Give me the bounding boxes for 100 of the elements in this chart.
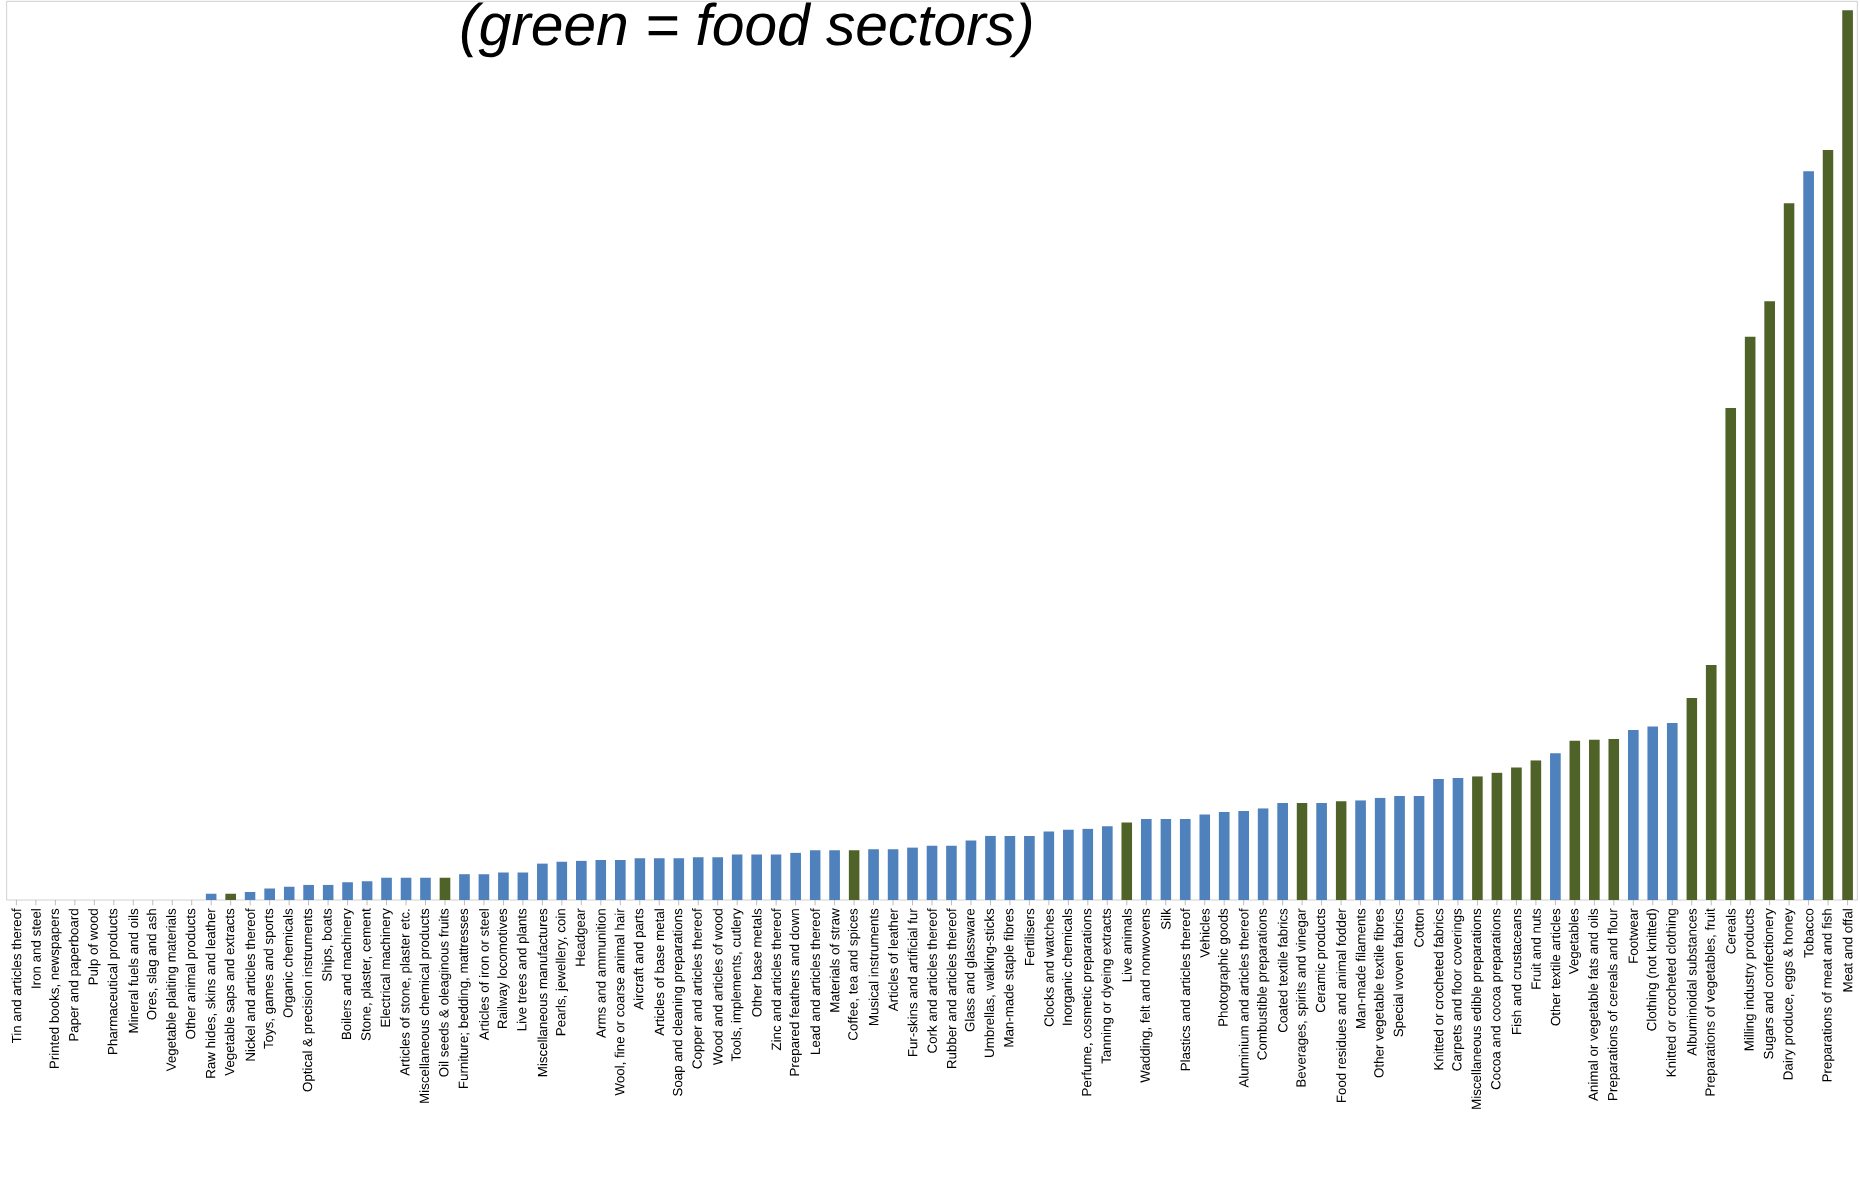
chart-title: (green = food sectors) [461, 2, 1032, 58]
bar [1374, 797, 1386, 900]
x-tick-label: Furniture; bedding, mattresses [458, 908, 471, 1089]
x-tick-label: Preparations of meat and fish [1821, 909, 1835, 1082]
bar [478, 874, 490, 900]
x-tick-label: Sugars and confectionery [1763, 908, 1776, 1059]
bar [1783, 203, 1795, 900]
x-tick-label: Tin and articles thereof [11, 908, 22, 1044]
bar [1822, 149, 1834, 900]
x-tick-label: Oil seeds & oleaginous fruits [438, 908, 452, 1077]
bar [653, 858, 665, 900]
bar [1024, 835, 1035, 900]
x-tick-label: Man-made filaments [1355, 908, 1366, 1028]
bar [1218, 811, 1230, 900]
bar [1296, 803, 1308, 900]
x-tick-label: Toys, games and sports [263, 908, 276, 1049]
x-tick-label: Arms and ammunition [595, 909, 606, 1038]
x-tick-label: Mineral fuels and oils [128, 908, 139, 1033]
x-tick-label: Nickel and articles thereof [245, 908, 256, 1061]
bar [1413, 795, 1425, 900]
bar [985, 835, 996, 900]
x-tick-label: Footwear [1628, 908, 1638, 963]
x-tick-label: Ships, boats [321, 908, 335, 982]
bar [1316, 803, 1327, 900]
x-tick-label: Pulp of wood [88, 909, 101, 985]
bar [361, 881, 373, 900]
x-tick-label: Zinc and articles thereof [771, 908, 782, 1051]
x-tick-label: Copper and articles thereof [692, 908, 705, 1069]
bar [459, 874, 470, 900]
bar [1705, 665, 1717, 900]
bar [1491, 772, 1503, 900]
bar [322, 884, 334, 900]
x-tick-label: Clothing (not knitted) [1646, 909, 1659, 1031]
x-tick-label: Electrical machinery [380, 908, 393, 1027]
bar [1627, 730, 1639, 900]
x-tick-label: Food residues and animal fodder [1336, 908, 1346, 1103]
bar [1160, 819, 1172, 900]
x-tick-label: Printed books, newspapers [49, 908, 62, 1069]
x-tick-label: Fish and crustaceans [1511, 908, 1522, 1034]
x-tick-label: Knitted or crocheted clothing [1666, 909, 1679, 1077]
x-tick-label: Organic chemicals [282, 908, 296, 1018]
bar [1550, 753, 1561, 900]
x-tick-label: Cork and articles thereof [927, 908, 937, 1053]
bar [303, 884, 314, 900]
x-tick-label: Stone, plaster, cement [360, 908, 374, 1041]
x-tick-label: Wood and articles of wood [712, 909, 723, 1066]
x-tick-label: Live trees and plants [516, 908, 530, 1031]
bar [1530, 760, 1542, 900]
bar [712, 857, 724, 900]
bar [1725, 407, 1737, 900]
x-tick-label: Tobacco [1803, 908, 1814, 958]
bar [1355, 800, 1366, 900]
x-tick-label: Animal or vegetable fats and oils [1588, 908, 1601, 1101]
bar [1140, 819, 1152, 900]
x-tick-label: Other base metals [751, 908, 762, 1017]
x-tick-label: Clocks and watches [1043, 908, 1054, 1027]
bar [400, 877, 412, 900]
x-tick-label: Musical instruments [868, 908, 879, 1025]
x-tick-label: Pharmaceutical products [107, 908, 121, 1054]
x-tick-label: Cocoa and cocoa preparations [1490, 908, 1504, 1090]
bar [1452, 778, 1464, 900]
bar [1394, 795, 1405, 900]
bar [381, 877, 392, 900]
bar [848, 850, 860, 900]
x-tick-label: Vegetables [1568, 908, 1582, 975]
x-tick-label: Preparations of vegetables, fruit [1705, 908, 1718, 1096]
x-tick-label: Silk [1160, 908, 1171, 930]
x-tick-label: Combustible preparations [1256, 908, 1270, 1060]
x-tick-label: Articles of base metal [654, 909, 665, 1036]
bar [1043, 831, 1055, 900]
bar [868, 849, 879, 900]
x-tick-label: Miscellaneous edible preparations [1471, 908, 1484, 1109]
bar [1179, 819, 1191, 900]
x-tick-label: Albuminoidal substances [1686, 908, 1697, 1056]
x-tick-label: Ceramic products [1315, 908, 1328, 1013]
x-tick-label: Tools, implements, cutlery [730, 908, 744, 1062]
x-tick-label: Meat and offal [1842, 909, 1853, 992]
x-tick-label: Optical & precision instruments [302, 908, 315, 1092]
x-tick-label: Carpets and floor coverings [1451, 908, 1465, 1071]
bar [1238, 811, 1250, 900]
bar [634, 858, 646, 900]
bar [614, 859, 626, 900]
x-tick-label: Cereals [1725, 908, 1736, 954]
x-tick-label: Milling industry products [1743, 908, 1757, 1051]
x-tick-label: Knitted or crocheted fabrics [1433, 908, 1444, 1070]
bar [244, 891, 256, 900]
x-tick-label: Wool, fine or coarse animal hair [614, 908, 626, 1096]
x-tick-label: Vegetable saps and extracts [224, 908, 237, 1076]
x-tick-label: Fruit and nuts [1531, 908, 1541, 989]
x-tick-label: Photographic goods [1217, 908, 1231, 1026]
x-tick-label: Paper and paperboard [68, 909, 82, 1041]
bar [595, 859, 607, 900]
bar [692, 857, 704, 900]
x-tick-label: Preparations of cereals and flour [1607, 908, 1621, 1100]
bar [829, 850, 840, 900]
x-tick-label: Vegetable plaiting materials [166, 908, 179, 1072]
bar [1433, 778, 1444, 900]
x-tick-label: Iron and steel [30, 909, 41, 988]
bar [1257, 808, 1269, 900]
x-tick-label: Ores, slag and ash [146, 909, 159, 1020]
